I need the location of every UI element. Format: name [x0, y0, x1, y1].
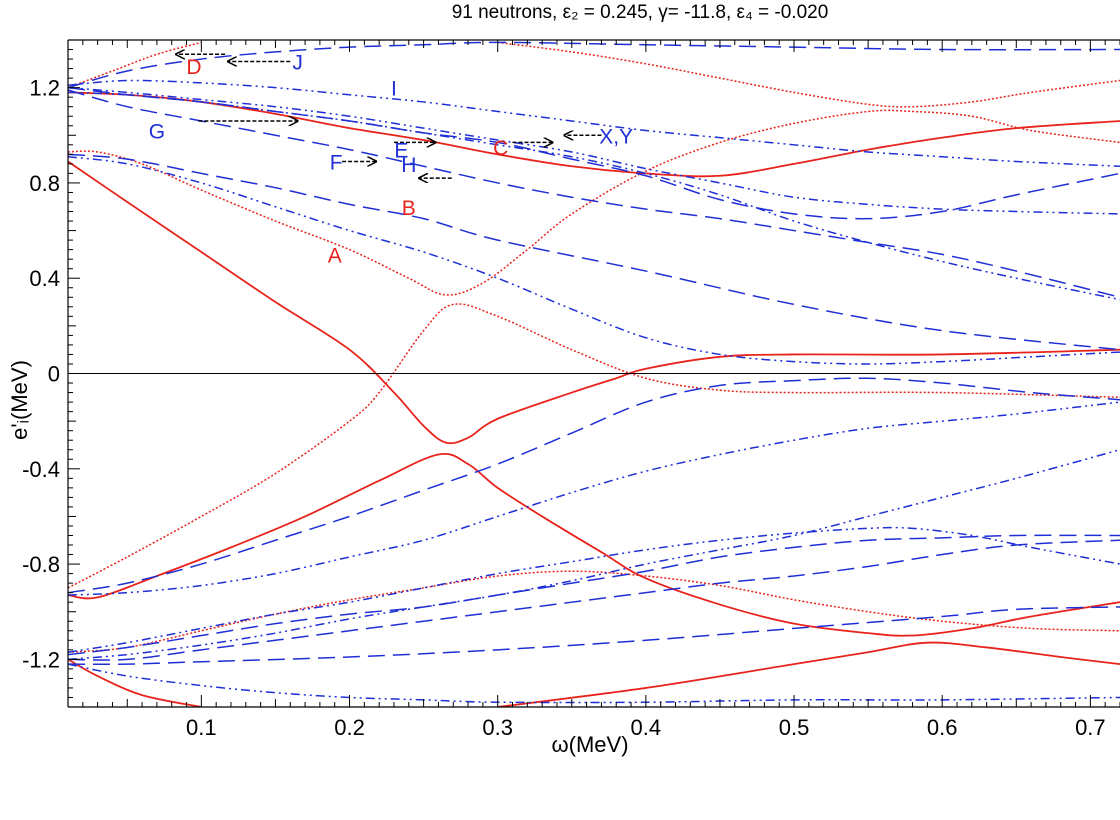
- y-tick-label: 0.4: [29, 266, 60, 291]
- y-tick-label: -0.8: [22, 552, 60, 577]
- curve-label-b: B: [402, 197, 416, 220]
- series-line-21: [68, 86, 1120, 215]
- series-line-11: [68, 153, 1120, 351]
- series-line-18: [68, 606, 1120, 666]
- x-tick-label: 0.4: [631, 715, 662, 740]
- curve-label-j: J: [292, 51, 303, 74]
- series-line-9: [497, 41, 1120, 108]
- curve-label-h: H: [401, 154, 416, 177]
- series-line-4: [68, 658, 202, 707]
- curve-label-xy: X,Y: [599, 125, 633, 148]
- y-axis-title: e'ᵢ(MeV): [7, 360, 32, 440]
- series-layer: [68, 41, 1120, 707]
- x-tick-label: 0.2: [334, 715, 365, 740]
- curve-label-a: A: [328, 244, 342, 267]
- series-line-26: [68, 663, 1120, 704]
- series-line-17: [68, 539, 1120, 661]
- annotation-layer: A B C D E F G H I J X,Y: [149, 51, 633, 267]
- y-tick-label: 0.8: [29, 171, 60, 196]
- chart-title: 91 neutrons, ε₂ = 0.245, γ= -11.8, ε₄ = …: [452, 2, 829, 23]
- series-line-24: [68, 526, 1120, 653]
- y-tick-label: 0: [48, 362, 60, 387]
- series-line-1: [68, 160, 1120, 445]
- x-tick-label: 0.6: [927, 715, 958, 740]
- axes-layer: 0.1 0.2 0.3 0.4 0.5 0.6 0.7 1.2 0.8 0.4 0 -0.4 -0.8 -…: [22, 39, 1120, 740]
- x-axis-title: ω(MeV): [551, 732, 628, 757]
- series-line-6: [68, 109, 1120, 296]
- series-line-14: [68, 41, 1120, 89]
- x-tick-label: 0.7: [1075, 715, 1106, 740]
- series-line-7: [68, 303, 1120, 589]
- series-line-15: [68, 377, 1120, 594]
- series-line-8: [68, 41, 202, 89]
- x-tick-label: 0.3: [482, 715, 513, 740]
- series-line-10: [68, 570, 1120, 653]
- y-tick-label: 1.2: [29, 76, 60, 101]
- series-line-13: [68, 86, 1120, 220]
- series-line-2: [68, 452, 1120, 637]
- series-line-12: [68, 89, 1120, 298]
- curve-label-d: D: [186, 56, 201, 79]
- series-line-20: [68, 79, 1120, 168]
- series-line-19: [68, 155, 1120, 365]
- y-tick-label: -0.4: [22, 457, 60, 482]
- series-line-25: [68, 449, 1120, 661]
- y-tick-label: -1.2: [22, 647, 60, 672]
- series-line-16: [68, 534, 1120, 656]
- x-tick-label: 0.5: [779, 715, 810, 740]
- x-tick-label: 0.1: [186, 715, 217, 740]
- series-line-5: [497, 641, 1120, 707]
- series-line-23: [68, 401, 1120, 596]
- curve-label-e: E: [394, 140, 408, 163]
- curve-label-c: C: [493, 137, 508, 160]
- arrow-layer: [176, 54, 602, 178]
- curve-label-g: G: [149, 121, 165, 144]
- curve-label-i: I: [391, 78, 397, 101]
- curve-label-f: F: [330, 151, 343, 174]
